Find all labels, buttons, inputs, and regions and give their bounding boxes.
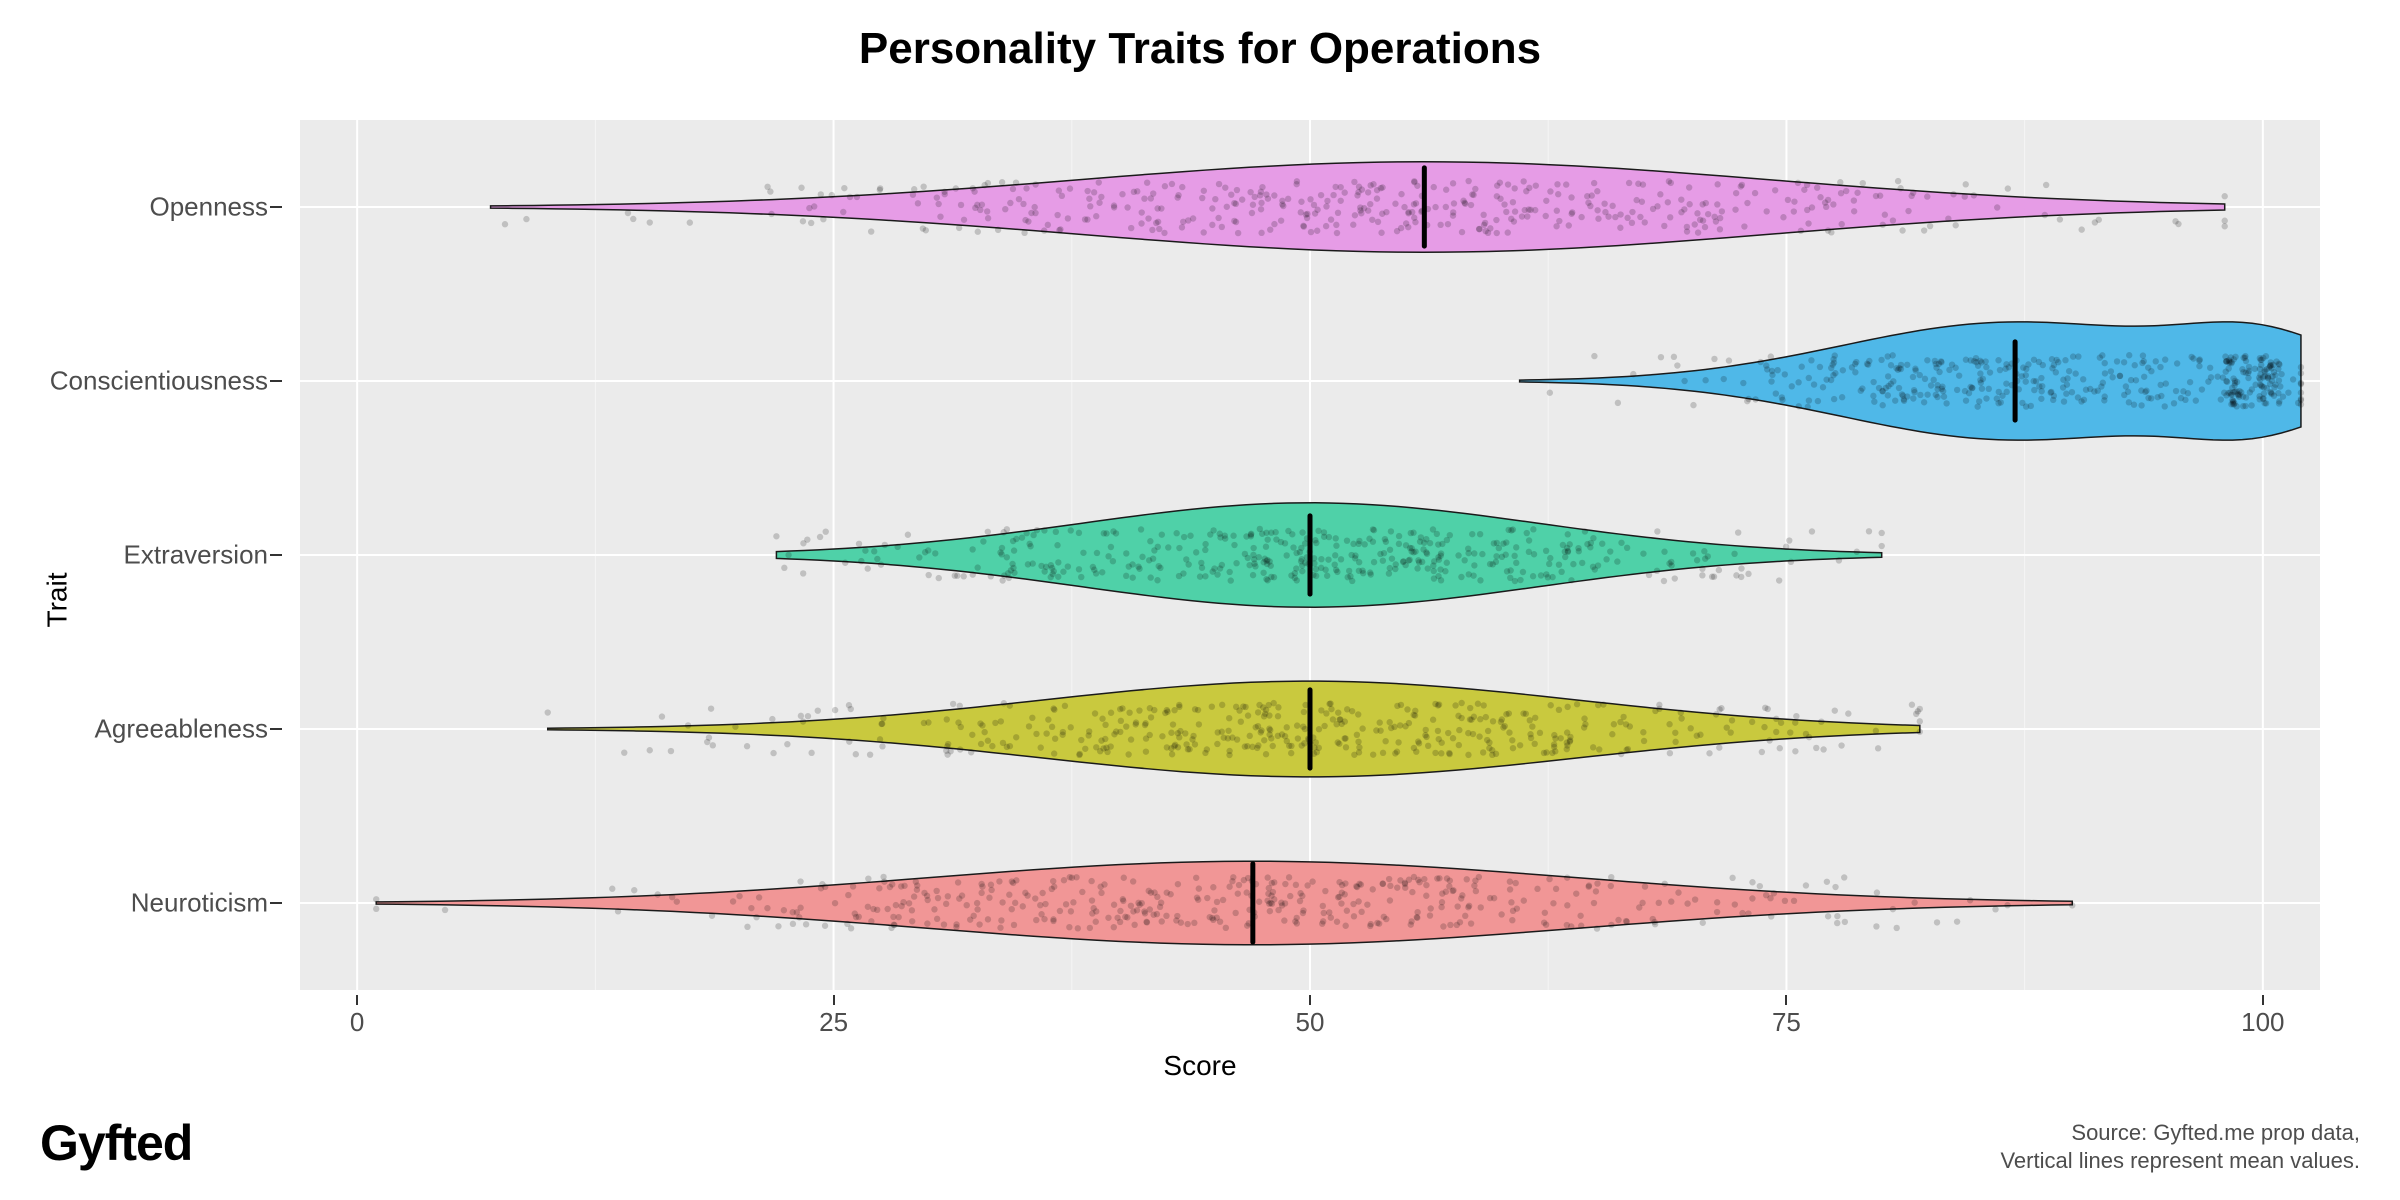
y-tick-label: Openness	[149, 192, 268, 223]
x-tick-mark	[1309, 995, 1311, 1005]
x-tick-label: 0	[350, 1007, 364, 1038]
x-tick-mark	[1785, 995, 1787, 1005]
y-tick-label: Conscientiousness	[50, 366, 268, 397]
y-tick-label: Neuroticism	[131, 888, 268, 919]
x-tick-labels: 0 25 50 75 100	[300, 995, 2320, 1035]
brand-logo: Gyfted	[40, 1114, 192, 1172]
violin-plot-svg	[300, 120, 2320, 990]
caption-line-2: Vertical lines represent mean values.	[2000, 1148, 2360, 1173]
violin-neuroticism	[376, 861, 2072, 945]
x-axis-label: Score	[1163, 1050, 1236, 1082]
y-tick-mark	[270, 206, 282, 208]
y-tick-mark	[270, 380, 282, 382]
violin-conscientiousness	[1520, 322, 2301, 440]
chart-title: Personality Traits for Operations	[0, 0, 2400, 74]
violin-agreeableness	[548, 681, 1920, 777]
caption-line-1: Source: Gyfted.me prop data,	[2071, 1120, 2360, 1145]
caption-text: Source: Gyfted.me prop data, Vertical li…	[2000, 1119, 2360, 1174]
plot-panel	[300, 120, 2320, 990]
x-tick-label: 25	[819, 1007, 848, 1038]
y-tick-label: Extraversion	[124, 540, 269, 571]
x-tick-mark	[2262, 995, 2264, 1005]
y-tick-mark	[270, 728, 282, 730]
x-tick-mark	[356, 995, 358, 1005]
y-tick-mark	[270, 554, 282, 556]
violin-extraversion	[776, 503, 1881, 607]
x-tick-label: 75	[1772, 1007, 1801, 1038]
y-tick-labels: Openness Conscientiousness Extraversion Agr…	[40, 120, 290, 990]
y-tick-label: Agreeableness	[95, 714, 268, 745]
y-tick-mark	[270, 902, 282, 904]
x-tick-label: 50	[1296, 1007, 1325, 1038]
x-tick-mark	[833, 995, 835, 1005]
x-tick-label: 100	[2241, 1007, 2284, 1038]
chart-container: Trait OpennessConscientiousnessExtravers…	[40, 110, 2360, 1090]
